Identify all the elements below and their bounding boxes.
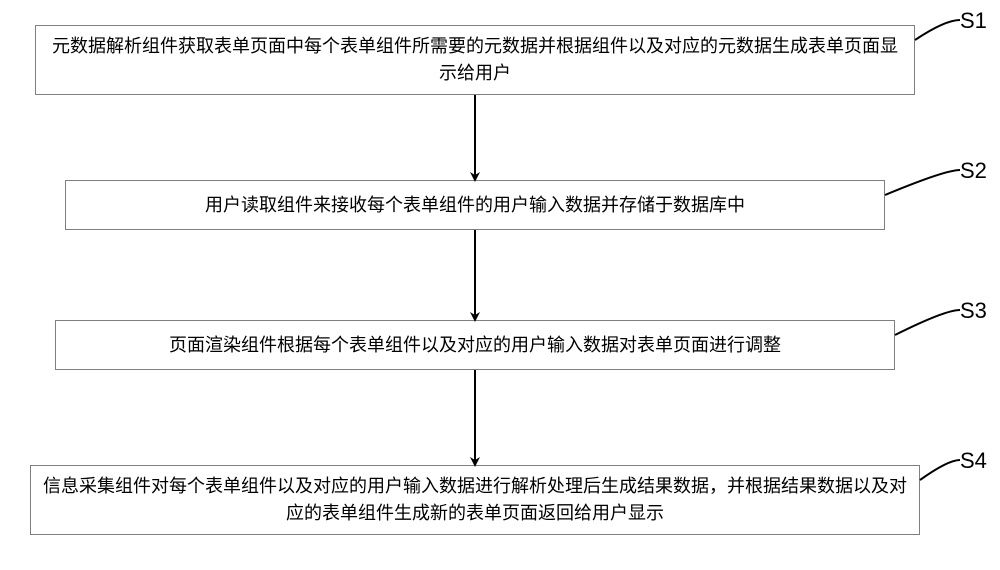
label-leader-line [915, 20, 960, 40]
label-leaders-group [885, 20, 960, 480]
connector-layer [0, 0, 1000, 570]
label-leader-line [920, 460, 960, 480]
flowchart-canvas: 元数据解析组件获取表单页面中每个表单组件所需要的元数据并根据组件以及对应的元数据… [0, 0, 1000, 570]
label-leader-line [895, 310, 960, 335]
label-leader-line [885, 170, 960, 195]
